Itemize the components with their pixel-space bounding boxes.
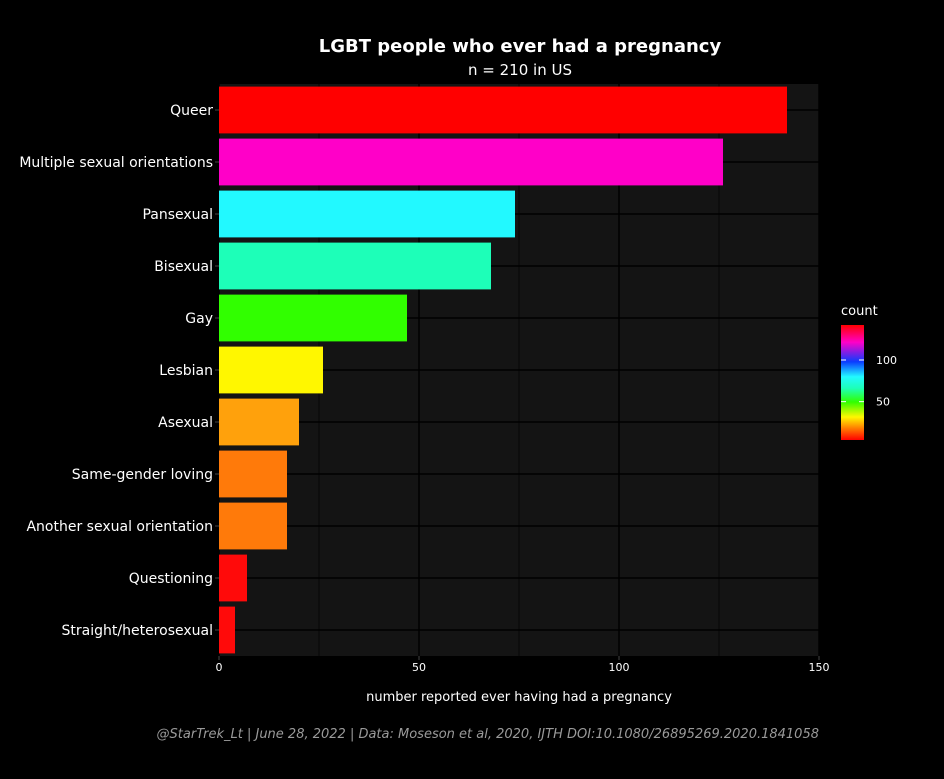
bar [219,450,287,498]
legend-title: count [841,304,878,319]
bar [219,554,247,602]
bar [219,606,235,654]
bar [219,86,787,134]
bar [219,346,323,394]
x-axis-title: number reported ever having had a pregna… [366,690,672,705]
category-label: Questioning [129,571,213,587]
bar [219,138,723,186]
x-tick-labels: 0 50 100 150 [216,656,830,674]
category-label: Lesbian [159,363,213,379]
category-label: Another sexual orientation [26,519,213,535]
bars [219,86,787,654]
bar [219,294,407,342]
bar [219,242,491,290]
x-tick-label: 150 [809,661,830,674]
bar [219,190,515,238]
legend-tick-label: 100 [876,354,897,367]
bar [219,398,299,446]
category-label: Same-gender loving [72,467,213,483]
category-labels: Queer Multiple sexual orientations Pansexu… [19,103,219,639]
category-label: Asexual [158,415,213,431]
x-tick-label: 100 [609,661,630,674]
x-tick-label: 0 [216,661,223,674]
category-label: Pansexual [142,207,213,223]
legend-ticks: 50 100 [841,354,897,409]
chart-caption: @StarTrek_Lt | June 28, 2022 | Data: Mos… [157,727,819,742]
category-label: Multiple sexual orientations [19,155,213,171]
color-legend: count 50 100 [841,304,897,440]
x-tick-label: 50 [412,661,426,674]
category-label: Queer [170,103,213,119]
category-label: Gay [185,311,213,327]
chart-subtitle: n = 210 in US [468,61,572,79]
chart-title: LGBT people who ever had a pregnancy [319,36,722,57]
legend-colorbar [841,325,864,440]
bar [219,502,287,550]
category-label: Straight/heterosexual [62,623,213,639]
category-label: Bisexual [154,259,213,275]
legend-tick-label: 50 [876,396,890,409]
